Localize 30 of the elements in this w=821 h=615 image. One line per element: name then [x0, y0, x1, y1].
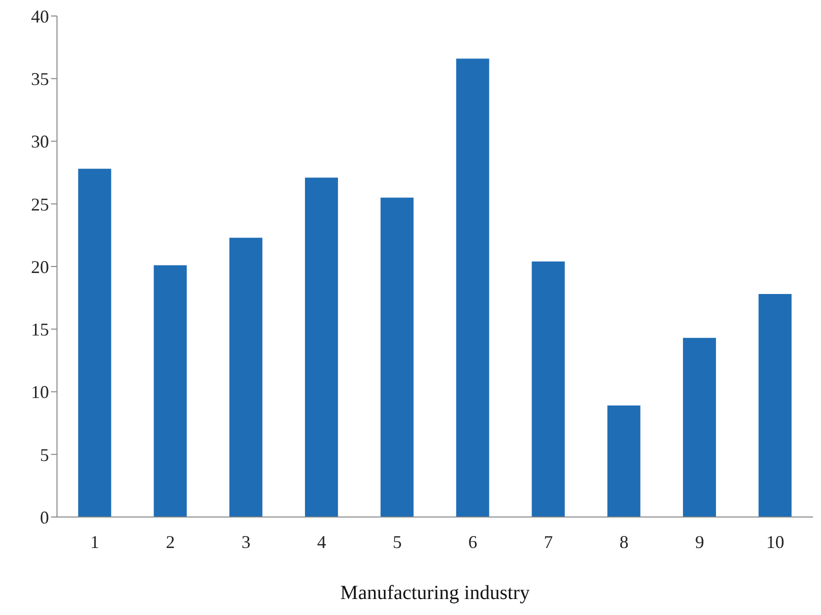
y-tick-label: 10: [31, 382, 49, 402]
x-tick-label: 2: [166, 532, 175, 552]
x-axis-title: Manufacturing industry: [340, 582, 530, 604]
bar: [78, 168, 112, 517]
bar: [154, 265, 187, 517]
x-tick-label: 6: [468, 532, 478, 552]
bar: [380, 198, 414, 517]
y-tick-label: 20: [31, 256, 49, 277]
bar: [304, 178, 338, 517]
bar: [607, 406, 640, 517]
x-tick-label: 8: [620, 532, 628, 552]
bar: [758, 294, 792, 517]
y-tick-label: 25: [31, 194, 49, 214]
x-tick-label: 3: [242, 532, 250, 552]
y-tick-label: 40: [31, 6, 49, 26]
x-tick-label: 10: [766, 532, 784, 552]
y-tick-label: 0: [40, 507, 49, 528]
x-tick-label: 7: [544, 532, 553, 552]
y-tick-label: 5: [40, 444, 49, 465]
bar: [229, 238, 262, 517]
x-tick-label: 4: [317, 532, 326, 552]
x-tick-label: 9: [695, 532, 704, 552]
y-tick-label: 35: [31, 69, 49, 90]
bar: [456, 58, 490, 517]
bar: [682, 338, 716, 517]
y-tick-label: 15: [31, 320, 49, 340]
x-tick-label: 1: [90, 532, 100, 552]
y-tick-label: 30: [31, 132, 49, 152]
x-tick-label: 5: [392, 532, 402, 552]
bar: [532, 261, 565, 517]
